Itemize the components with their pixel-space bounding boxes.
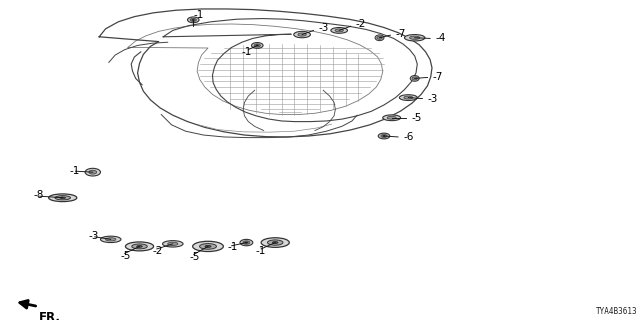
Ellipse shape	[193, 241, 223, 252]
Ellipse shape	[410, 36, 420, 39]
Text: -1: -1	[242, 47, 252, 57]
Ellipse shape	[85, 168, 100, 176]
Ellipse shape	[410, 76, 419, 81]
Ellipse shape	[132, 244, 147, 249]
Ellipse shape	[294, 31, 310, 38]
Ellipse shape	[163, 241, 183, 247]
Ellipse shape	[188, 17, 199, 23]
Ellipse shape	[168, 242, 178, 245]
Ellipse shape	[268, 240, 283, 245]
Ellipse shape	[245, 242, 248, 243]
Text: FR.: FR.	[38, 310, 60, 320]
Ellipse shape	[49, 194, 77, 202]
Text: -2: -2	[356, 19, 366, 29]
Text: -7: -7	[433, 72, 443, 82]
Text: -5: -5	[120, 251, 131, 261]
Ellipse shape	[381, 134, 387, 138]
Ellipse shape	[89, 170, 97, 174]
Text: -3: -3	[319, 23, 329, 33]
Text: -1: -1	[193, 10, 204, 20]
Text: -1: -1	[227, 242, 237, 252]
Ellipse shape	[383, 135, 385, 137]
Text: -3: -3	[428, 93, 438, 104]
Ellipse shape	[125, 242, 154, 251]
Ellipse shape	[404, 35, 425, 41]
Ellipse shape	[375, 35, 384, 41]
Ellipse shape	[378, 133, 390, 139]
Ellipse shape	[412, 77, 417, 80]
Text: -1: -1	[69, 165, 79, 176]
Ellipse shape	[335, 29, 344, 32]
Ellipse shape	[261, 238, 289, 247]
Text: -7: -7	[396, 29, 406, 39]
Ellipse shape	[331, 28, 348, 33]
Text: -5: -5	[189, 252, 200, 262]
Text: -4: -4	[435, 33, 445, 43]
Ellipse shape	[205, 245, 211, 247]
Ellipse shape	[60, 197, 65, 198]
Ellipse shape	[254, 44, 260, 47]
Ellipse shape	[383, 115, 401, 121]
Text: TYA4B3613: TYA4B3613	[596, 307, 638, 316]
Ellipse shape	[55, 196, 70, 200]
Ellipse shape	[256, 45, 259, 46]
Text: -1: -1	[256, 246, 266, 256]
Text: -3: -3	[88, 230, 99, 241]
Ellipse shape	[252, 43, 263, 48]
Ellipse shape	[200, 244, 216, 249]
Ellipse shape	[243, 241, 250, 244]
Ellipse shape	[240, 239, 253, 246]
Ellipse shape	[106, 238, 116, 241]
Ellipse shape	[399, 95, 417, 100]
Text: -2: -2	[152, 246, 163, 256]
Ellipse shape	[100, 236, 121, 243]
Ellipse shape	[192, 19, 195, 20]
Text: -5: -5	[412, 113, 422, 123]
Text: -8: -8	[33, 189, 44, 200]
Ellipse shape	[273, 242, 278, 244]
Text: -6: -6	[403, 132, 413, 142]
Ellipse shape	[387, 116, 396, 119]
Ellipse shape	[137, 245, 142, 247]
Ellipse shape	[190, 18, 196, 21]
Ellipse shape	[404, 96, 413, 99]
Ellipse shape	[298, 33, 307, 36]
Ellipse shape	[377, 36, 382, 39]
